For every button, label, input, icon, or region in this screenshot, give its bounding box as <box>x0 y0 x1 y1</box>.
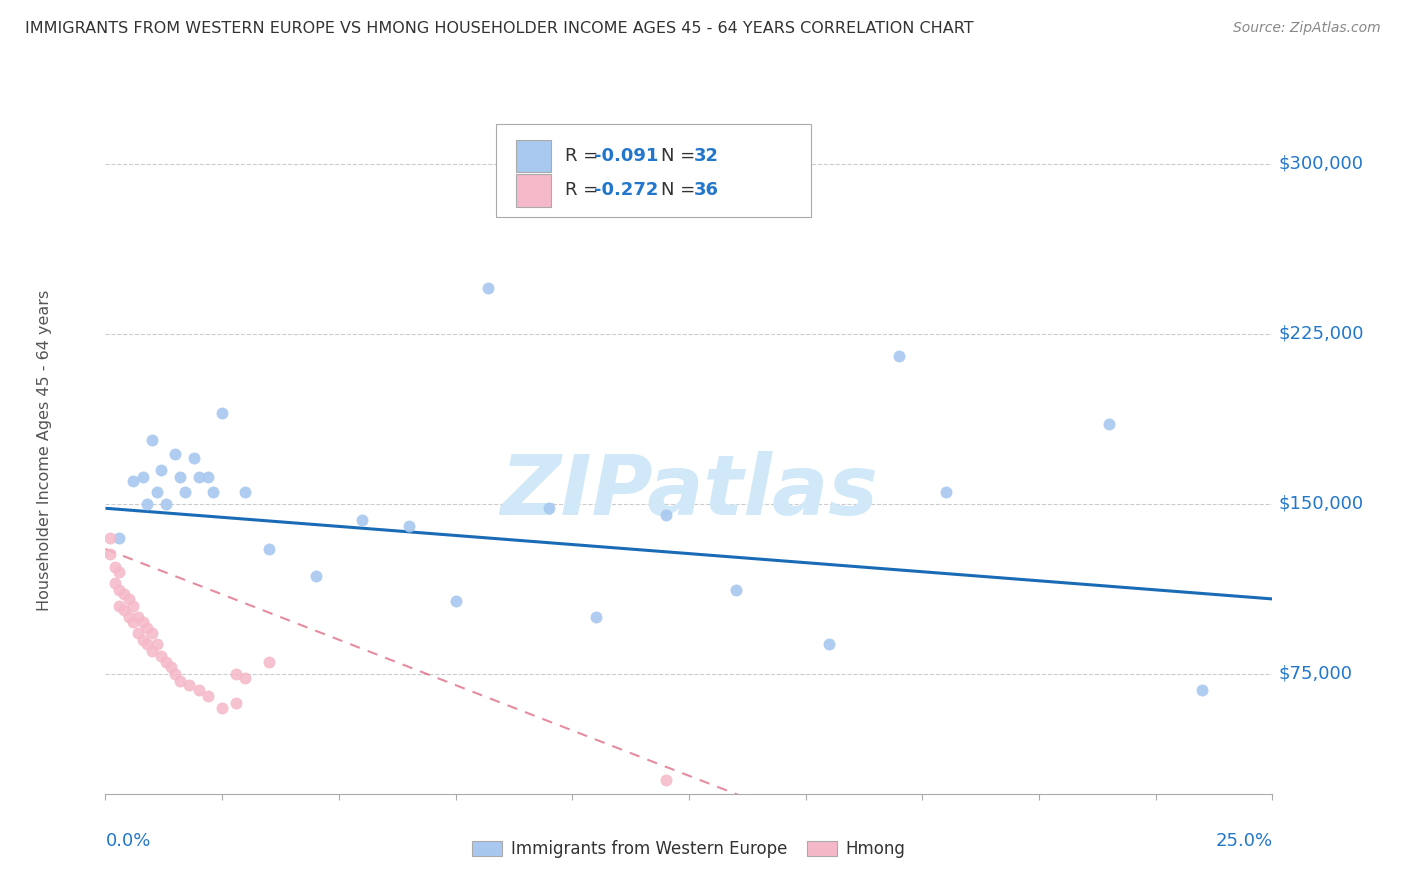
Text: N =: N = <box>661 147 702 165</box>
Point <box>132 615 155 629</box>
Point <box>108 565 131 579</box>
Point <box>398 519 420 533</box>
Point <box>150 648 173 663</box>
Point <box>197 469 219 483</box>
Text: $300,000: $300,000 <box>1278 154 1364 173</box>
Point <box>146 485 169 500</box>
FancyBboxPatch shape <box>496 124 811 217</box>
Text: N =: N = <box>661 181 702 199</box>
Point <box>169 673 191 688</box>
Text: ZIPatlas: ZIPatlas <box>501 451 877 533</box>
Point <box>141 644 163 658</box>
Point <box>818 637 841 651</box>
Point <box>132 469 155 483</box>
Point <box>108 582 131 597</box>
Text: R =: R = <box>565 181 605 199</box>
Legend: Immigrants from Western Europe, Hmong: Immigrants from Western Europe, Hmong <box>465 833 912 864</box>
Bar <box>516 174 551 207</box>
Point <box>444 594 467 608</box>
Point <box>1098 417 1121 432</box>
Point <box>122 599 145 613</box>
Point <box>104 560 127 574</box>
Point <box>127 610 149 624</box>
Point <box>935 485 957 500</box>
Point <box>225 696 247 710</box>
Point <box>98 531 121 545</box>
Text: -0.272: -0.272 <box>595 181 659 199</box>
Point <box>108 531 131 545</box>
Point <box>159 660 181 674</box>
Point <box>235 485 257 500</box>
Point <box>112 587 135 601</box>
Point <box>211 700 233 714</box>
Point <box>887 350 910 364</box>
Point <box>150 463 173 477</box>
Point <box>183 451 205 466</box>
Point <box>197 690 219 704</box>
Point <box>118 591 141 606</box>
Point <box>724 582 747 597</box>
Point <box>136 497 159 511</box>
Point <box>127 626 149 640</box>
Point <box>132 632 155 647</box>
Point <box>235 671 257 685</box>
Point <box>179 678 201 692</box>
Point <box>201 485 224 500</box>
Point <box>352 513 374 527</box>
Point <box>654 773 676 788</box>
Point <box>108 599 131 613</box>
Point <box>304 569 326 583</box>
Point <box>585 610 607 624</box>
Point <box>141 626 163 640</box>
Point <box>112 603 135 617</box>
Point <box>257 542 280 557</box>
Point <box>225 666 247 681</box>
Point <box>122 615 145 629</box>
Text: 25.0%: 25.0% <box>1215 831 1272 850</box>
Text: Householder Income Ages 45 - 64 years: Householder Income Ages 45 - 64 years <box>38 290 52 611</box>
Point <box>477 281 499 295</box>
Point <box>1191 682 1213 697</box>
Text: IMMIGRANTS FROM WESTERN EUROPE VS HMONG HOUSEHOLDER INCOME AGES 45 - 64 YEARS CO: IMMIGRANTS FROM WESTERN EUROPE VS HMONG … <box>25 21 974 37</box>
Point <box>146 637 169 651</box>
Point <box>136 637 159 651</box>
Point <box>155 656 177 670</box>
Point <box>122 474 145 488</box>
Point <box>136 621 159 635</box>
Text: 32: 32 <box>693 147 718 165</box>
Text: Source: ZipAtlas.com: Source: ZipAtlas.com <box>1233 21 1381 36</box>
Text: $225,000: $225,000 <box>1278 325 1364 343</box>
Point <box>257 656 280 670</box>
Point <box>173 485 195 500</box>
Text: $150,000: $150,000 <box>1278 495 1364 513</box>
Text: $75,000: $75,000 <box>1278 665 1353 682</box>
Point <box>98 547 121 561</box>
Bar <box>516 140 551 172</box>
Point <box>141 434 163 448</box>
Point <box>104 576 127 591</box>
Text: 36: 36 <box>693 181 718 199</box>
Point <box>165 447 187 461</box>
Point <box>155 497 177 511</box>
Point <box>187 682 209 697</box>
Point <box>537 501 560 516</box>
Point <box>654 508 676 522</box>
Text: R =: R = <box>565 147 605 165</box>
Point <box>211 406 233 420</box>
Text: 0.0%: 0.0% <box>105 831 150 850</box>
Point <box>118 610 141 624</box>
Text: -0.091: -0.091 <box>595 147 659 165</box>
Point <box>169 469 191 483</box>
Point <box>187 469 209 483</box>
Point <box>165 666 187 681</box>
